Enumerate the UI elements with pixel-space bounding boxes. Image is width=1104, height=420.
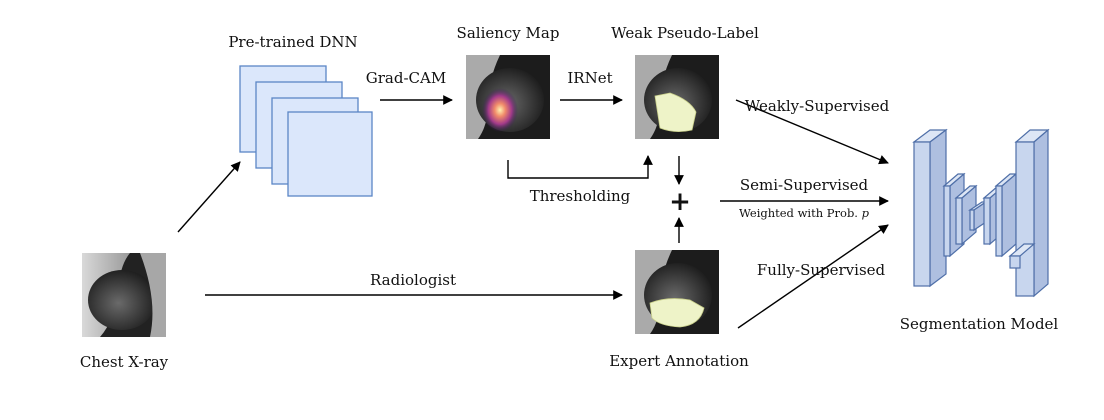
fully-supervised-arrow: [737, 224, 889, 329]
weak-pseudo-label-label: Weak Pseudo-Label: [611, 24, 759, 42]
expert-annotation-label: Expert Annotation: [609, 352, 749, 370]
irnet-label: IRNet: [567, 69, 612, 87]
fully-supervised-label: Fully-Supervised: [757, 261, 886, 279]
pretrained-dnn-icon: [239, 65, 373, 197]
weighted-prob-label: Weighted with Prob. p: [739, 206, 870, 220]
pretrained-dnn-label: Pre-trained DNN: [228, 33, 357, 51]
combine-plus-symbol: +: [669, 187, 691, 217]
saliency-map-label: Saliency Map: [457, 24, 560, 42]
weakly-supervised-arrow: [735, 99, 889, 165]
thresholding-label: Thresholding: [530, 187, 631, 205]
chest-xray-label: Chest X-ray: [80, 353, 169, 371]
weakly-supervised-label: Weakly-Supervised: [745, 97, 890, 115]
radiologist-label: Radiologist: [370, 271, 456, 289]
saliency-map-image: [466, 55, 550, 139]
chest-xray-image: [82, 253, 166, 337]
segmentation-model-label: Segmentation Model: [900, 315, 1059, 333]
expert-annotation-image: [635, 250, 719, 334]
thresholding-arrow: [507, 155, 653, 179]
segmentation-model-icon: [912, 128, 1050, 298]
weak-pseudo-label-image: [635, 55, 719, 139]
grad-cam-label: Grad-CAM: [366, 69, 446, 87]
semi-supervised-label: Semi-Supervised: [740, 176, 869, 194]
xray-to-dnn-arrow: [177, 161, 241, 233]
